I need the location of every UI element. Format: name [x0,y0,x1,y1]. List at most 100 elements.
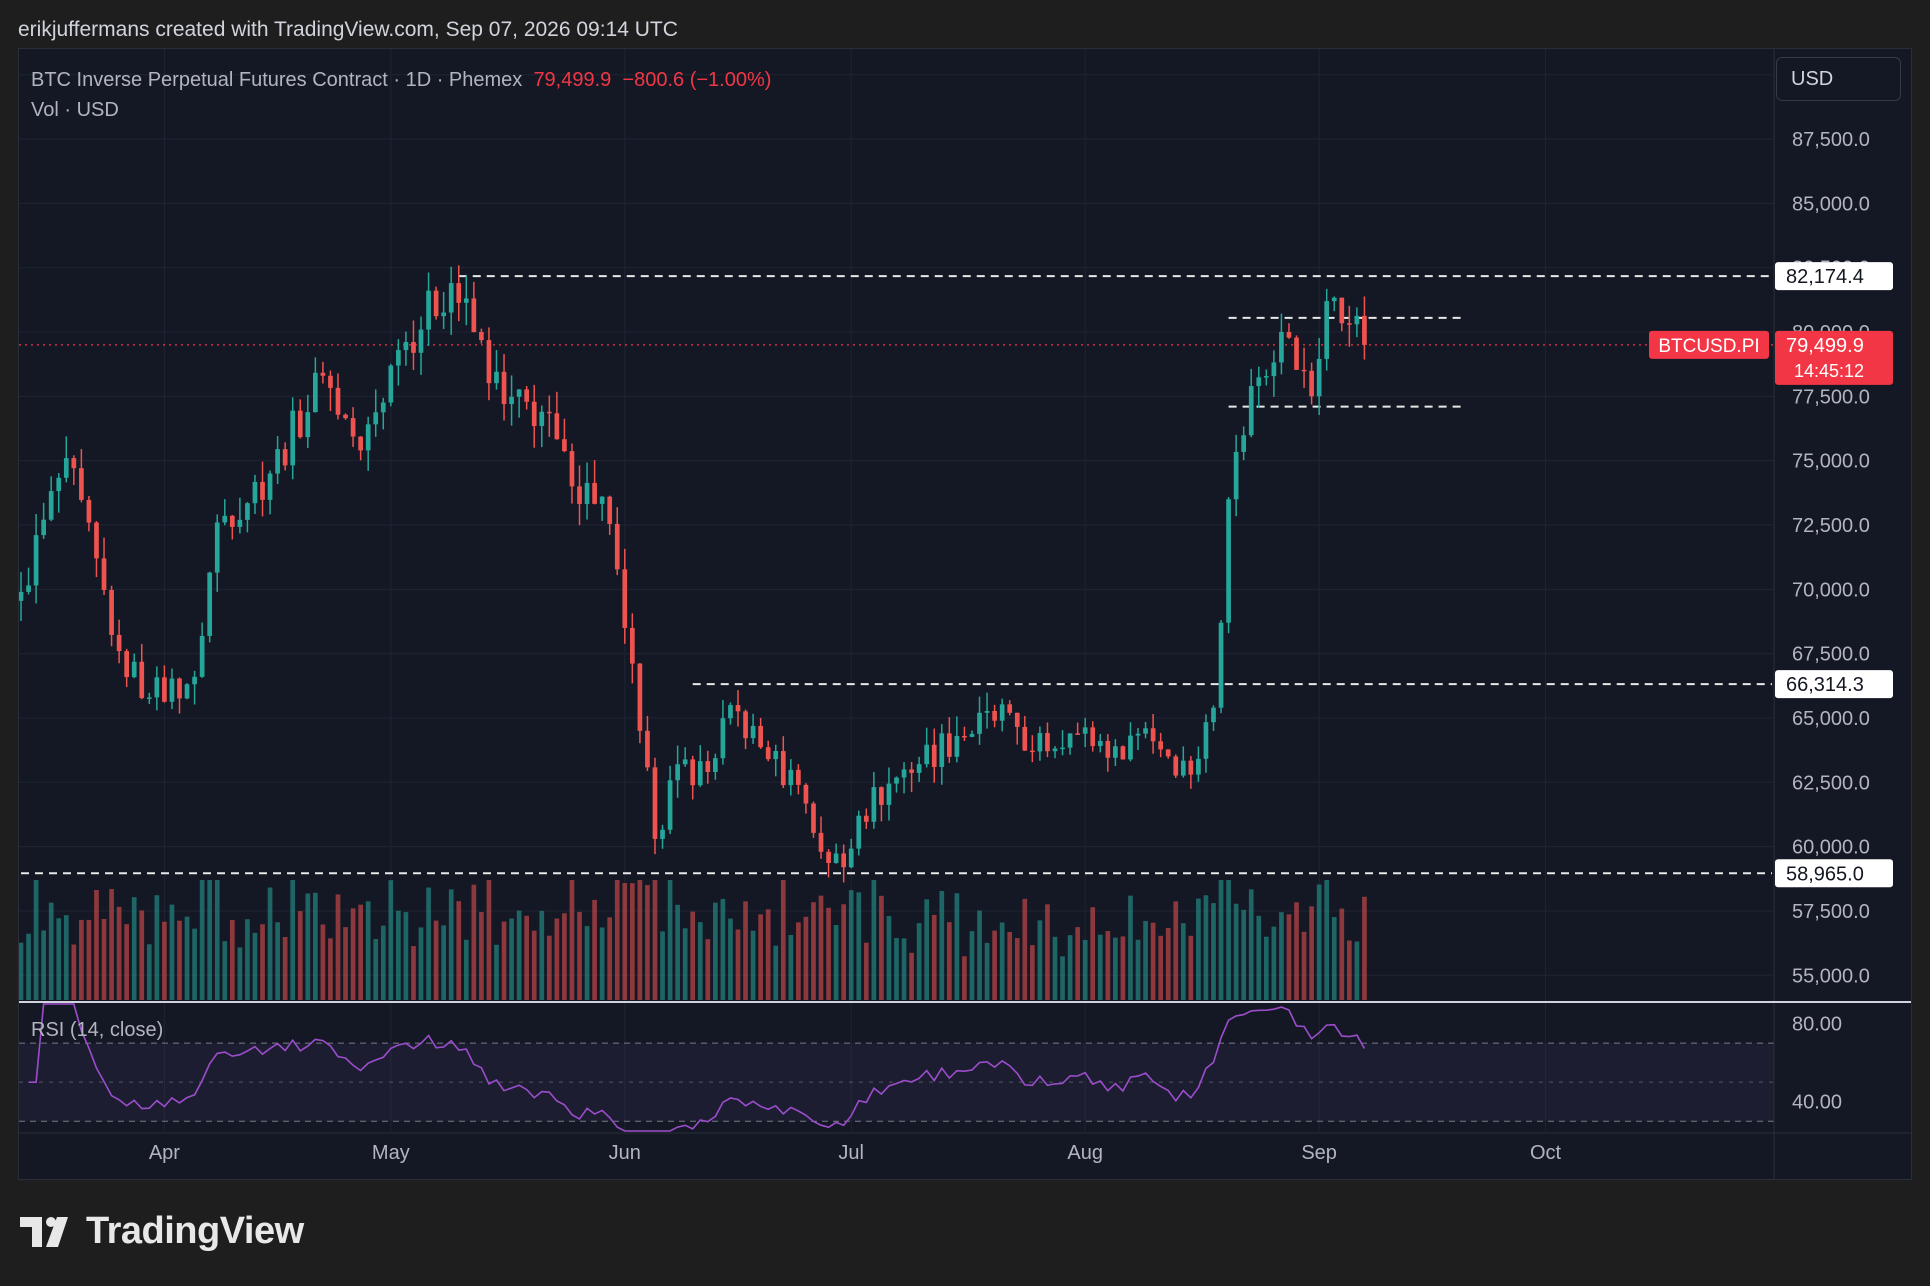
volume-bar [788,935,794,1000]
rsi-line [28,1003,1366,1132]
volume-bar [1120,936,1126,1000]
countdown-text: 14:45:12 [1794,361,1864,381]
volume-bar [1128,895,1133,1000]
volume-bar [773,945,779,1000]
candle-body [871,787,877,822]
volume-bar [1045,904,1050,1000]
candle-body [1203,722,1209,759]
candle-body [222,515,228,523]
volume-bar [909,952,914,1000]
volume-bar [735,929,741,1000]
candle-body [177,678,182,699]
volume-bar [629,883,635,1000]
candle-body [124,651,130,678]
volume-bar [131,897,137,1000]
candle-body [1263,376,1269,378]
volume-bar [1052,936,1058,1000]
price-label-text: 66,314.3 [1786,674,1864,696]
volume-bar [516,910,522,1000]
candle-body [1218,622,1224,708]
volume-bar [833,924,839,1000]
volume-bar [320,924,326,1000]
candle-body [1105,740,1111,758]
volume-bar [931,914,937,1000]
candle-body [63,458,69,478]
x-tick-label: Jun [609,1142,641,1164]
symbol-description[interactable]: BTC Inverse Perpetual Futures Contract ·… [31,69,523,91]
volume-bar [886,916,892,1000]
volume-bar [63,915,69,1000]
candle-body [260,481,265,500]
candle-body [448,283,454,313]
volume-bar [946,922,952,1000]
volume-bar [758,914,763,1000]
volume-bar [1158,935,1164,1000]
candle-body [252,481,258,504]
candle-body [19,591,24,601]
candlesticks[interactable] [19,265,1367,883]
candle-body [162,677,167,702]
candle-body [1037,733,1043,752]
candle-body [750,725,756,739]
candle-body [1097,740,1103,747]
candle-body [743,711,748,739]
last-price: 79,499.9 [533,69,612,91]
volume-bar [826,907,831,1000]
candle-body [1014,712,1020,727]
candle-body [637,663,643,731]
volume-bar [1173,901,1179,1000]
volume-bar [403,912,409,1000]
volume-bar [803,916,809,1000]
volume-bars [19,880,1367,1000]
volume-bar [426,887,431,1000]
volume-bar [365,901,371,1000]
candle-body [1316,358,1322,397]
chart-canvas[interactable]: 90,000.087,500.085,000.082,500.080,000.0… [19,49,1911,1179]
volume-bar [780,880,786,1000]
candle-body [1233,451,1239,500]
candle-body [131,661,137,678]
volume-bar [924,899,930,1000]
volume-bar [146,944,152,1000]
candle-body [1279,332,1284,363]
candle-body [335,387,341,415]
volume-bar [48,902,54,1000]
volume-bar [192,928,197,1000]
volume-bar [796,922,801,1000]
volume-bar [101,918,107,1000]
volume-bar [109,888,114,1000]
y-tick-label: 55,000.0 [1792,965,1870,987]
horizontal-levels[interactable] [19,275,1774,875]
volume-bar [418,927,424,1000]
volume-bar [1105,931,1111,1000]
currency-button[interactable]: USD [1776,57,1901,101]
chart-frame[interactable]: 90,000.087,500.085,000.082,500.080,000.0… [18,48,1912,1180]
candle-body [577,486,582,504]
volume-bar [441,925,447,1000]
volume-bar [1263,936,1269,1000]
volume-bar [1331,917,1337,1000]
candle-body [1052,748,1058,752]
candle-body [1120,746,1126,760]
volume-bar [1165,928,1171,1000]
axes[interactable]: 90,000.087,500.085,000.082,500.080,000.0… [19,49,1911,1179]
candle-body [1294,337,1299,370]
candle-body [818,832,824,852]
volume-legend[interactable]: Vol · USD [31,99,119,121]
volume-bar [71,944,77,1000]
x-tick-label: May [372,1142,410,1164]
volume-bar [509,918,514,1000]
volume-bar [335,894,341,1000]
candle-body [214,522,220,573]
candle-body [584,482,590,504]
price-label-box [1775,670,1893,699]
volume-bar [33,880,39,1000]
candle-body [599,496,605,504]
candle-body [146,697,152,699]
rsi-legend[interactable]: RSI (14, close) [31,1019,164,1041]
volume-bar [879,895,884,1000]
candle-body [516,389,522,397]
candle-body [509,396,514,405]
candle-body [1143,728,1148,734]
volume-bar [682,928,688,1000]
